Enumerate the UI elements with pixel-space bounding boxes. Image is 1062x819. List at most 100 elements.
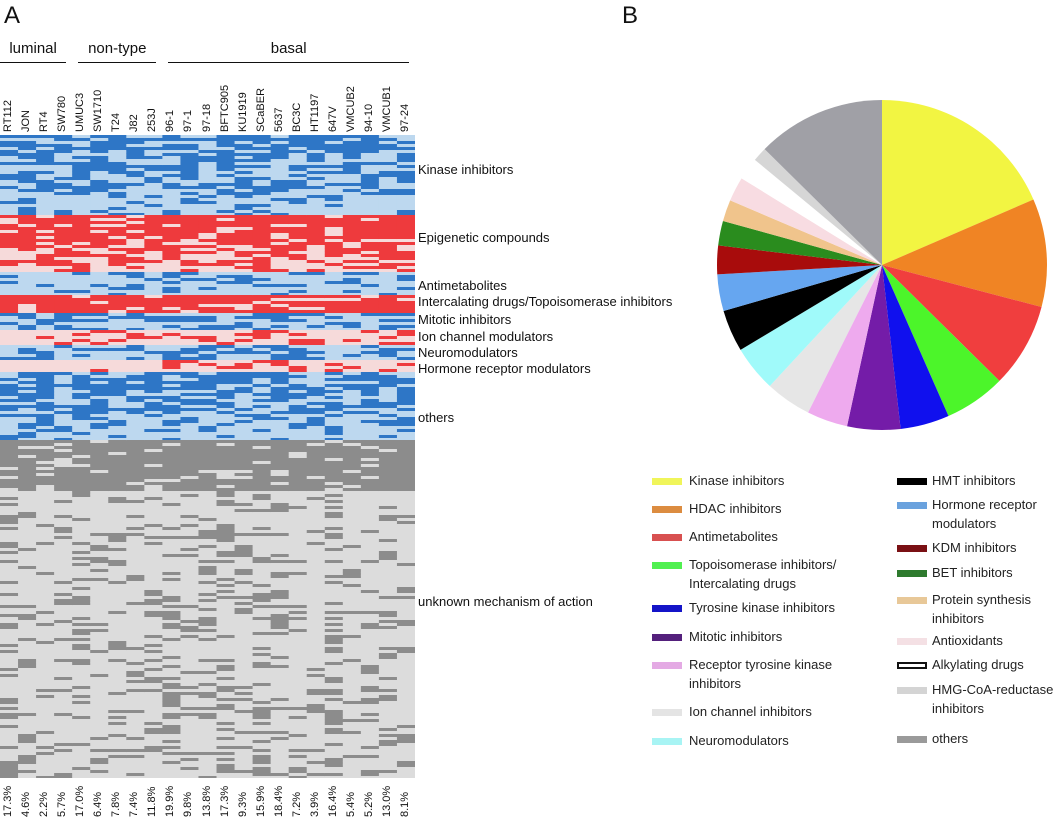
heatmap-cell bbox=[18, 770, 37, 774]
heatmap-cell bbox=[36, 195, 55, 199]
heatmap-cell bbox=[306, 473, 326, 477]
heatmap-cell bbox=[306, 485, 326, 489]
heatmap-cell bbox=[144, 333, 163, 337]
heatmap-cell bbox=[126, 764, 145, 768]
heatmap-cell bbox=[270, 378, 290, 382]
column-label: KU1919 bbox=[236, 92, 249, 132]
heatmap-cell bbox=[270, 330, 290, 334]
heatmap-cell bbox=[162, 767, 181, 771]
heatmap-cell bbox=[306, 423, 326, 427]
heatmap-cell bbox=[54, 566, 73, 570]
heatmap-cell bbox=[90, 755, 109, 759]
heatmap-cell bbox=[234, 713, 254, 717]
heatmap-cell bbox=[270, 423, 290, 427]
heatmap-cell bbox=[234, 144, 254, 148]
heatmap-cell bbox=[90, 626, 109, 630]
heatmap-cell bbox=[270, 581, 290, 585]
heatmap-cell bbox=[396, 319, 415, 323]
heatmap-cell bbox=[180, 551, 199, 555]
heatmap-cell bbox=[36, 773, 55, 777]
heatmap-cell bbox=[36, 542, 55, 546]
heatmap-cell bbox=[0, 545, 19, 549]
column-label: SCaBER bbox=[254, 87, 267, 132]
heatmap-cell bbox=[54, 198, 73, 202]
heatmap-cell bbox=[324, 533, 344, 537]
heatmap-cell bbox=[72, 198, 91, 202]
heatmap-cell bbox=[234, 752, 254, 756]
heatmap-cell bbox=[288, 710, 308, 714]
heatmap-cell bbox=[270, 482, 290, 486]
heatmap-cell bbox=[306, 233, 326, 237]
heatmap-cell bbox=[90, 677, 109, 681]
heatmap-cell bbox=[180, 189, 199, 193]
heatmap-cell bbox=[324, 345, 344, 349]
heatmap-cell bbox=[0, 599, 19, 603]
heatmap-cell bbox=[36, 578, 55, 582]
heatmap-cell bbox=[198, 674, 218, 678]
heatmap-cell bbox=[0, 438, 19, 441]
heatmap-cell bbox=[198, 411, 218, 415]
heatmap-cell bbox=[36, 360, 55, 364]
heatmap-cell bbox=[270, 626, 290, 630]
heatmap-cell bbox=[378, 740, 398, 744]
heatmap-cell bbox=[36, 245, 55, 249]
heatmap-cell bbox=[360, 551, 380, 555]
heatmap-cell bbox=[234, 473, 254, 477]
heatmap-cell bbox=[360, 566, 380, 570]
heatmap-cell bbox=[126, 435, 145, 439]
heatmap-cell bbox=[378, 560, 398, 564]
heatmap-cell bbox=[378, 500, 398, 504]
heatmap-cell bbox=[216, 221, 236, 225]
heatmap-cell bbox=[180, 455, 199, 459]
heatmap-cell bbox=[378, 677, 398, 681]
heatmap-cell bbox=[144, 623, 163, 627]
heatmap-cell bbox=[216, 204, 236, 208]
heatmap-cell bbox=[378, 339, 398, 343]
heatmap-cell bbox=[108, 668, 127, 672]
heatmap-cell bbox=[18, 509, 37, 513]
heatmap-cell bbox=[162, 147, 181, 151]
heatmap-cell bbox=[36, 548, 55, 552]
heatmap-cell bbox=[324, 587, 344, 591]
heatmap-cell bbox=[18, 452, 37, 456]
heatmap-cell bbox=[90, 644, 109, 648]
heatmap-cell bbox=[90, 411, 109, 415]
heatmap-cell bbox=[342, 680, 362, 684]
heatmap-cell bbox=[36, 467, 55, 471]
heatmap-cell bbox=[36, 207, 55, 211]
heatmap-cell bbox=[270, 384, 290, 388]
heatmap-cell bbox=[270, 174, 290, 178]
heatmap-cell bbox=[180, 731, 199, 735]
heatmap-cell bbox=[378, 287, 398, 291]
heatmap-cell bbox=[252, 500, 272, 504]
heatmap-cell bbox=[306, 248, 326, 252]
heatmap-cell bbox=[108, 399, 127, 403]
heatmap-cell bbox=[162, 455, 181, 459]
heatmap-cell bbox=[144, 239, 163, 243]
heatmap-cell bbox=[288, 500, 308, 504]
group-line bbox=[0, 62, 67, 63]
heatmap-cell bbox=[342, 683, 362, 687]
heatmap-cell bbox=[216, 665, 236, 669]
heatmap-cell bbox=[108, 192, 127, 196]
heatmap-cell bbox=[144, 319, 163, 323]
heatmap-cell bbox=[54, 629, 73, 633]
heatmap-cell bbox=[288, 378, 308, 382]
heatmap-cell bbox=[162, 650, 181, 654]
heatmap-cell bbox=[162, 740, 181, 744]
heatmap-cell bbox=[234, 186, 254, 190]
heatmap-cell bbox=[234, 470, 254, 474]
heatmap-cell bbox=[270, 734, 290, 738]
heatmap-cell bbox=[198, 518, 218, 522]
heatmap-cell bbox=[180, 719, 199, 723]
heatmap-cell bbox=[270, 455, 290, 459]
heatmap-cell bbox=[288, 210, 308, 214]
heatmap-cell bbox=[72, 689, 91, 693]
heatmap-cell bbox=[306, 719, 326, 723]
heatmap-cell bbox=[180, 319, 199, 323]
heatmap-cell bbox=[396, 135, 415, 139]
heatmap-cell bbox=[18, 755, 37, 759]
heatmap-cell bbox=[54, 435, 73, 439]
heatmap-cell bbox=[396, 647, 415, 651]
heatmap-cell bbox=[360, 548, 380, 552]
